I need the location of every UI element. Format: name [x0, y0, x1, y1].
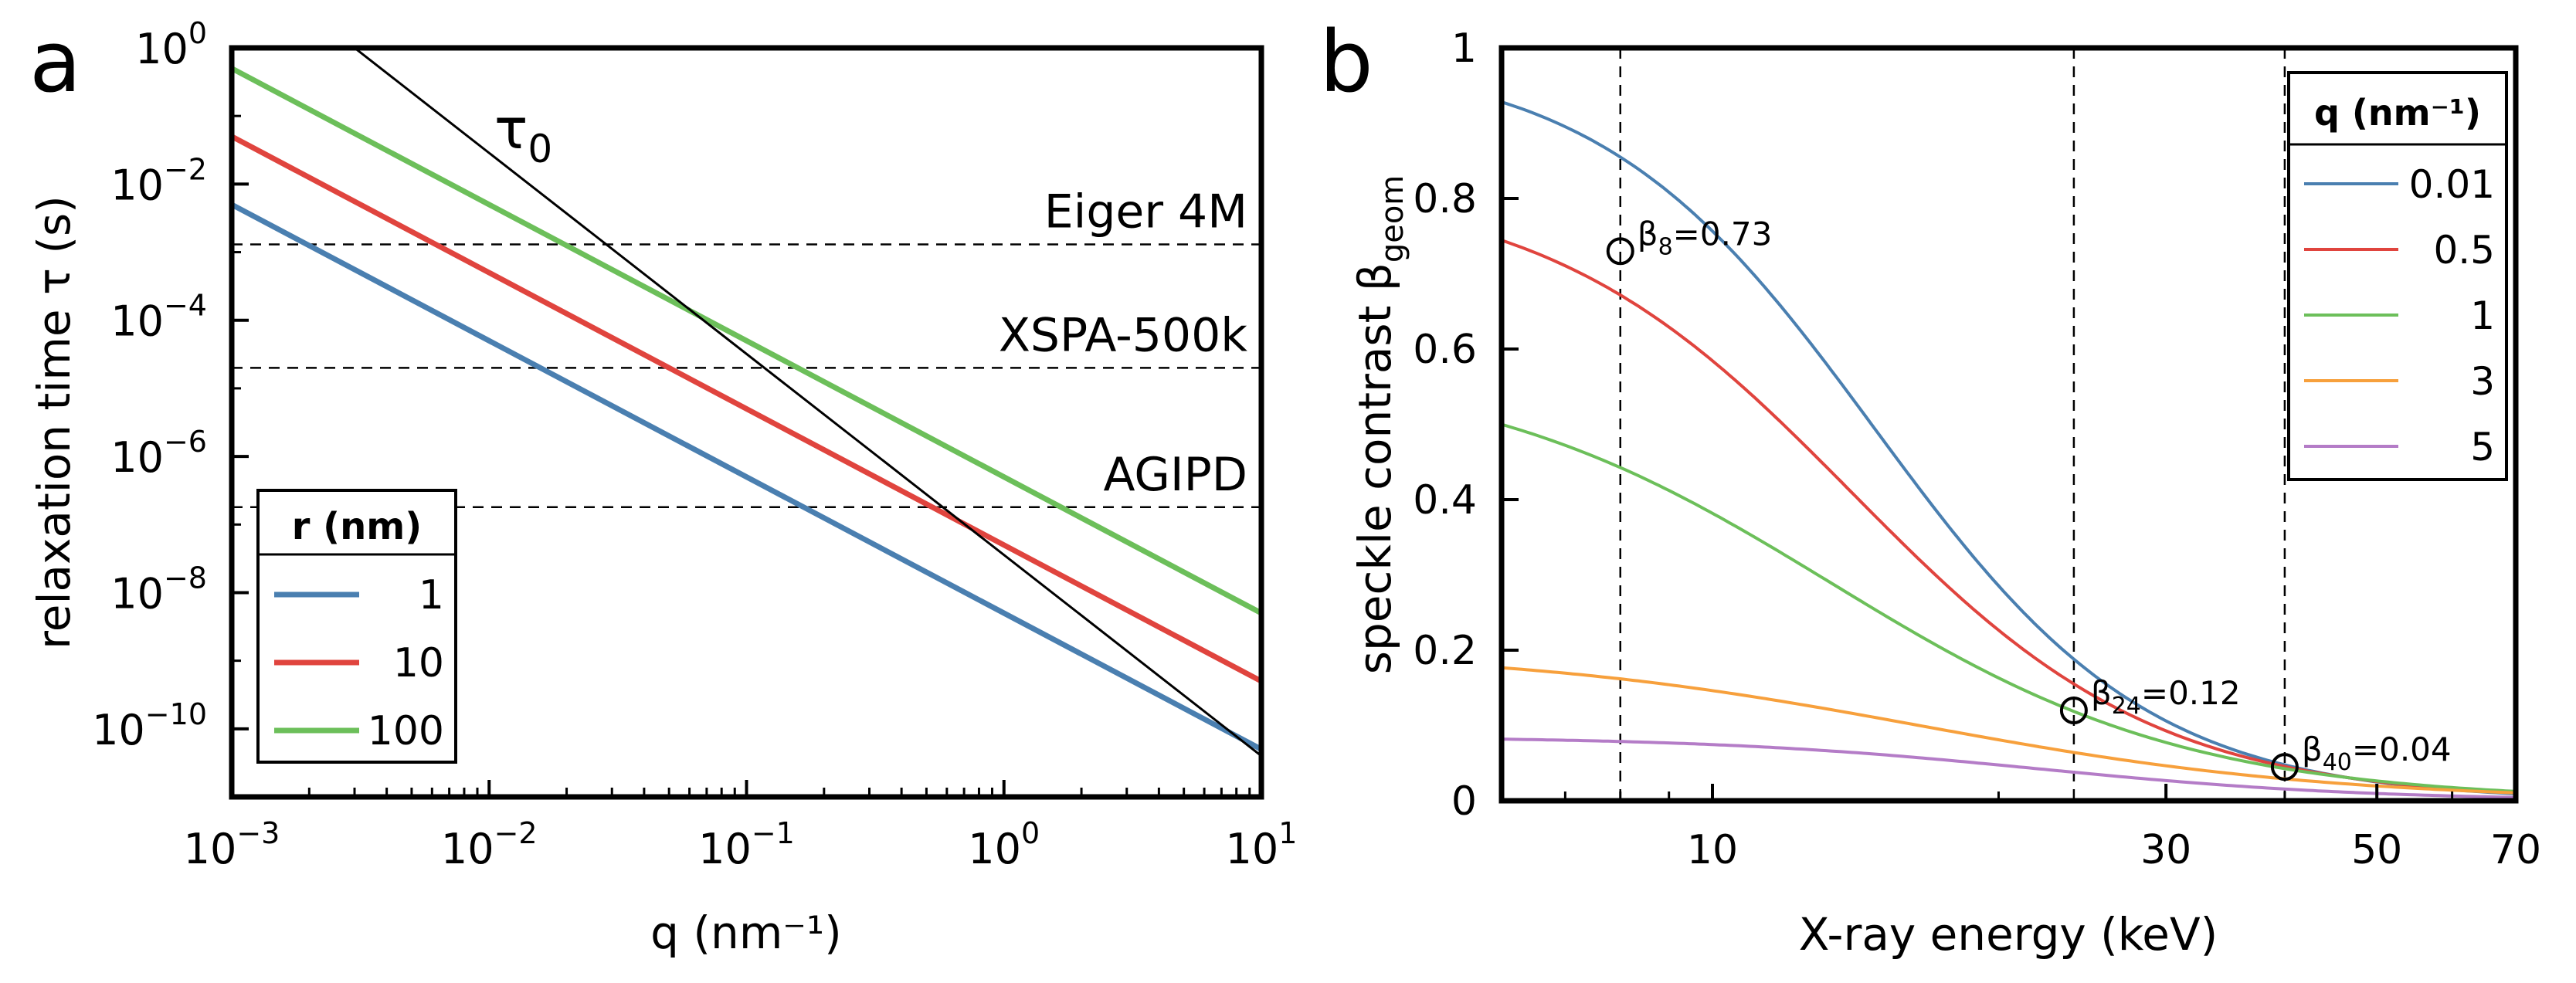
panel-a-detector-labels: Eiger 4M XSPA-500k AGIPD: [999, 185, 1247, 501]
panel-a-x-tick-label: 101: [1226, 816, 1298, 873]
legend-r-1-label: 1: [419, 572, 444, 619]
panel-b-x-tick-label: 30: [2140, 827, 2191, 873]
legend-q-5-label: 5: [2470, 425, 2495, 469]
panel-a-series: [232, 66, 1261, 752]
legend-q-3-label: 3: [2470, 359, 2495, 404]
panel-a-y-tick-label: 10−2: [110, 152, 207, 209]
panel-b-x-axis-label: X-ray energy (keV): [1799, 908, 2218, 961]
series-r-10-line: [232, 134, 1261, 684]
panel-b-y-axis-label: speckle contrast βgeom: [1349, 175, 1410, 675]
panel-b-series: [1502, 100, 2516, 799]
panel-b-y-axis-label-main: speckle contrast β: [1349, 263, 1401, 674]
panel-b-y-tick-label: 1: [1451, 25, 1477, 72]
panel-a-x-tick-label: 10−3: [184, 816, 280, 873]
series-q-1-curve: [1502, 422, 2516, 793]
panel-b-y-tick-label: 0.8: [1413, 176, 1477, 222]
panel-b-x-ticks: 10 30 50 70: [1563, 784, 2541, 873]
beta-24-label: β24=0.12: [2091, 674, 2241, 720]
beta-40-marker: [2270, 753, 2299, 781]
panel-b-axes-frame: [1498, 45, 2519, 804]
panel-a-x-tick-label: 100: [968, 816, 1040, 873]
panel-a-x-axis-label: q (nm⁻¹): [650, 907, 842, 959]
panel-b-y-tick-label: 0.2: [1413, 628, 1477, 674]
legend-r-10-label: 10: [393, 640, 444, 686]
panel-a-legend-title: r (nm): [292, 505, 422, 548]
panel-a-legend-box: [256, 489, 457, 764]
panel-a-y-ticks: 100 10−2 10−4 10−6 10−8 10−10: [92, 16, 249, 798]
tau0-subscript: 0: [528, 127, 552, 171]
panel-b-legend-title: q (nm⁻¹): [2314, 92, 2481, 134]
panel-a-y-axis-label: relaxation time τ (s): [28, 195, 80, 649]
series-r-1-line: [232, 202, 1261, 752]
panel-a-y-tick-label: 10−6: [110, 425, 207, 482]
panel-a-y-tick-label: 100: [135, 16, 207, 73]
detector-label-eiger-4m: Eiger 4M: [1044, 185, 1247, 239]
beta-24-marker: [2059, 697, 2088, 724]
tau0-label: τ0: [494, 97, 552, 171]
panel-a-x-tick-label: 10−2: [441, 816, 538, 873]
panel-b-y-tick-label: 0.6: [1413, 327, 1477, 373]
legend-r-100-label: 100: [368, 708, 444, 754]
legend-q-1-label: 1: [2470, 293, 2495, 338]
panel-label-b: b: [1319, 12, 1373, 111]
panel-b-y-ticks: 0 0.2 0.4 0.6 0.8 1: [1413, 25, 1519, 825]
panel-b-x-tick-label: 50: [2351, 827, 2402, 873]
panel-b-x-tick-label: 10: [1687, 827, 1738, 873]
detector-label-agipd: AGIPD: [1103, 448, 1247, 502]
panel-b-energy-marker-lines: [1619, 48, 2286, 801]
detector-label-xspa-500k: XSPA-500k: [999, 308, 1247, 362]
panel-a-y-tick-label: 10−4: [110, 289, 207, 346]
panel-b-y-axis-label-sub: geom: [1375, 175, 1410, 263]
panel-a-x-tick-label: 10−1: [698, 816, 795, 873]
panel-b-legend: q (nm⁻¹) 0.01 0.5 1 3 5: [2287, 71, 2508, 481]
tau0-symbol: τ: [494, 97, 528, 161]
panel-label-a: a: [29, 12, 81, 111]
panel-b-y-tick-label: 0: [1451, 778, 1477, 825]
panel-a-legend: r (nm) 1 10 100: [256, 489, 457, 764]
beta-8-marker: [1606, 237, 1634, 266]
legend-q-0-5-label: 0.5: [2433, 228, 2495, 273]
legend-q-0-01-label: 0.01: [2409, 162, 2495, 207]
panel-b-x-tick-label: 70: [2490, 827, 2541, 873]
panel-a-y-tick-label: 10−10: [92, 697, 207, 754]
panel-b-annotations: β8=0.73 β24=0.12 β40=0.04: [1606, 215, 2452, 781]
panel-a-legend-items: 1 10 100: [274, 572, 444, 754]
panel-b-y-tick-label: 0.4: [1413, 477, 1477, 524]
series-r-100-line: [232, 66, 1261, 616]
tau0-reference-line: [354, 48, 1261, 758]
beta-40-label: β40=0.04: [2302, 730, 2452, 776]
panel-a-y-tick-label: 10−8: [110, 561, 207, 618]
panel-b-speckle-contrast-plot: β8=0.73 β24=0.12 β40=0.04 10 30 50 70 0 0.2 0.4…: [1349, 25, 2541, 961]
panel-b-legend-items: 0.01 0.5 1 3 5: [2304, 162, 2495, 469]
series-q-3-curve: [1502, 666, 2516, 795]
series-q-5-curve: [1502, 737, 2516, 799]
panel-b-legend-box: [2287, 71, 2508, 481]
panel-a-x-ticks: 10−3 10−2 10−1 100 101: [184, 780, 1298, 873]
beta-8-label: β8=0.73: [1638, 215, 1773, 260]
